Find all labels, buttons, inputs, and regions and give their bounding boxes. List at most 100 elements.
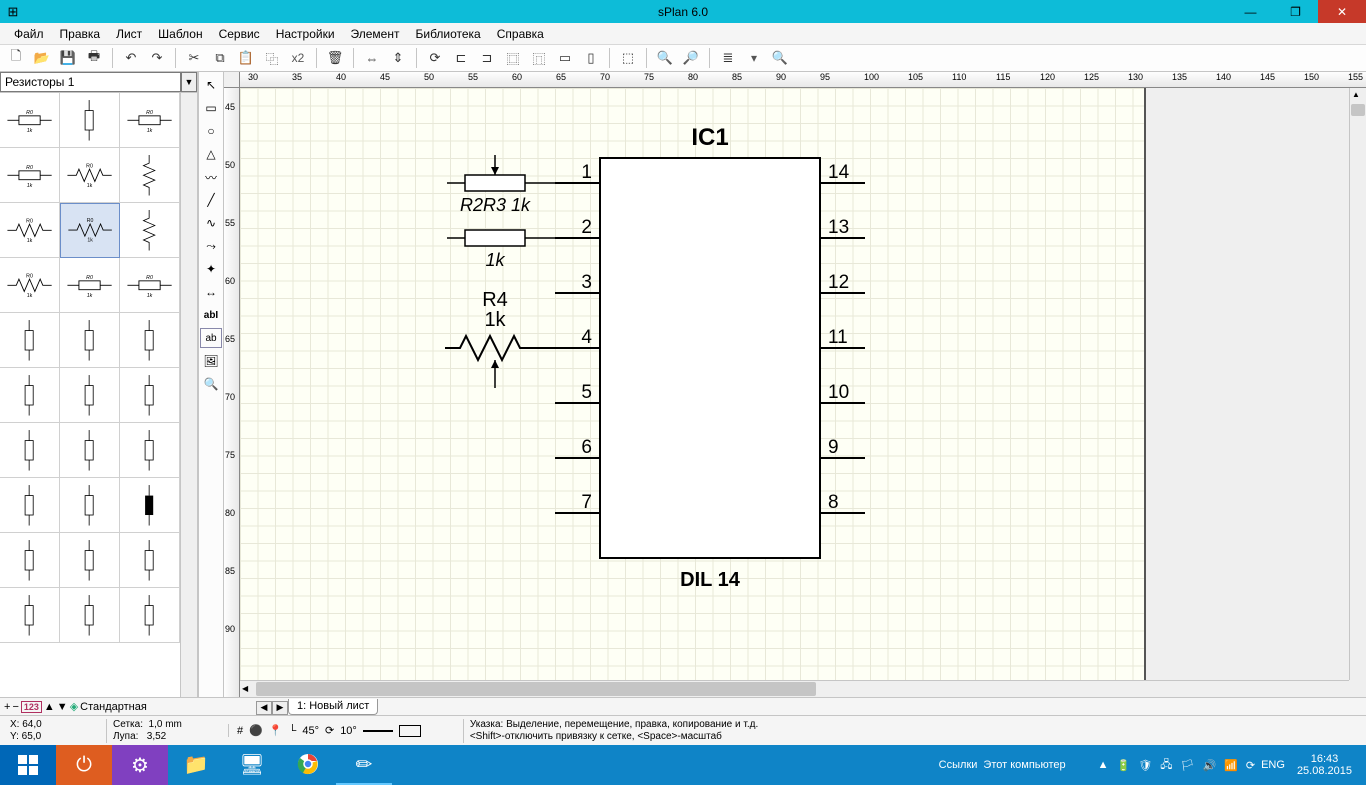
taskbar-chrome[interactable] — [280, 745, 336, 785]
print-icon[interactable]: 🖶 — [82, 47, 106, 69]
menu-settings[interactable]: Настройки — [268, 24, 343, 44]
text-tool-icon[interactable]: abI — [200, 305, 222, 325]
undo-icon[interactable]: ↶ — [119, 47, 143, 69]
taskbar-links[interactable]: Ссылки — [939, 759, 978, 771]
menu-sheet[interactable]: Лист — [108, 24, 150, 44]
new-icon[interactable]: 🗋 — [4, 47, 28, 69]
library-item[interactable] — [120, 533, 180, 588]
component-icon[interactable]: ⬚ — [616, 47, 640, 69]
line-tool-icon[interactable]: ╱ — [200, 190, 222, 210]
copy-icon[interactable]: ⧉ — [208, 47, 232, 69]
open-icon[interactable]: 📂 — [30, 47, 54, 69]
menu-library[interactable]: Библиотека — [407, 24, 488, 44]
menu-help[interactable]: Справка — [489, 24, 552, 44]
menu-service[interactable]: Сервис — [211, 24, 268, 44]
tray-battery-icon[interactable]: 🔋 — [1117, 759, 1131, 772]
canvas[interactable]: IC1DIL 141234567141312111098R2R3 1k1kR41… — [240, 88, 1366, 697]
library-item[interactable] — [120, 368, 180, 423]
spline-tool-icon[interactable]: ⤳ — [200, 236, 222, 256]
minimize-button[interactable]: — — [1228, 0, 1273, 23]
snap-pin-icon[interactable]: 📍 — [269, 724, 283, 737]
align-left-icon[interactable]: ⊏ — [449, 47, 473, 69]
taskbar-explorer[interactable]: 📁 — [168, 745, 224, 785]
redo-icon[interactable]: ↷ — [145, 47, 169, 69]
library-item[interactable]: R01k — [0, 148, 60, 203]
zoom-fit-icon[interactable]: 🔍 — [653, 47, 677, 69]
library-item[interactable]: R01k — [120, 258, 180, 313]
polygon-tool-icon[interactable]: △ — [200, 144, 222, 164]
list-icon[interactable]: ≣ — [716, 47, 740, 69]
library-item[interactable] — [120, 148, 180, 203]
library-item[interactable] — [60, 313, 120, 368]
library-item[interactable]: R01k — [60, 258, 120, 313]
find-icon[interactable]: 🔎 — [679, 47, 703, 69]
menu-edit[interactable]: Правка — [52, 24, 109, 44]
x2-label[interactable]: x2 — [286, 47, 310, 69]
library-item[interactable]: R01k — [60, 203, 120, 258]
library-dropdown-icon[interactable]: ▼ — [181, 72, 197, 92]
library-item[interactable] — [0, 478, 60, 533]
tray-sync-icon[interactable]: ⟳ — [1246, 759, 1255, 772]
pointer-tool-icon[interactable]: ↖ — [200, 75, 222, 95]
tab-prev-button[interactable]: ◀ — [256, 701, 272, 715]
library-item[interactable] — [120, 588, 180, 643]
front-icon[interactable]: ▭ — [553, 47, 577, 69]
tray-icon[interactable]: ▲ — [1098, 759, 1109, 771]
close-button[interactable]: ✕ — [1318, 0, 1366, 23]
rect-tool-icon[interactable]: ▭ — [200, 98, 222, 118]
lib-up-icon[interactable]: ▲ — [44, 701, 55, 713]
lib-down-icon[interactable]: ▼ — [57, 701, 68, 713]
taskbar-computer[interactable]: 🖥 — [224, 745, 280, 785]
lib-badge-icon[interactable]: 123 — [21, 701, 42, 713]
library-item[interactable] — [60, 93, 120, 148]
mirror-v-icon[interactable]: ⇕ — [386, 47, 410, 69]
canvas-scrollbar-v[interactable]: ▲ — [1349, 88, 1366, 680]
snap-connect-icon[interactable]: ⚫ — [249, 724, 263, 737]
library-item[interactable] — [60, 533, 120, 588]
group-icon[interactable]: ⿴ — [501, 47, 525, 69]
cut-icon[interactable]: ✂ — [182, 47, 206, 69]
menu-file[interactable]: Файл — [6, 24, 52, 44]
align-right-icon[interactable]: ⊐ — [475, 47, 499, 69]
lib-add-icon[interactable]: + — [4, 701, 10, 713]
magnify-tool-icon[interactable]: 🔍 — [200, 374, 222, 394]
tray-shield-icon[interactable]: 🛡 — [1138, 759, 1152, 772]
library-item[interactable] — [120, 313, 180, 368]
taskbar-splan[interactable]: ✏ — [336, 745, 392, 785]
menu-template[interactable]: Шаблон — [150, 24, 210, 44]
library-item[interactable] — [60, 478, 120, 533]
duplicate-icon[interactable]: ⿻ — [260, 47, 284, 69]
maximize-button[interactable]: ❐ — [1273, 0, 1318, 23]
start-button[interactable] — [0, 745, 56, 785]
library-item[interactable] — [0, 313, 60, 368]
library-item[interactable] — [120, 478, 180, 533]
tray-network-icon[interactable]: 🖧 — [1160, 756, 1172, 775]
snap-grid-icon[interactable]: # — [237, 725, 243, 737]
sheet-tab[interactable]: 1: Новый лист — [288, 699, 378, 715]
library-item[interactable] — [0, 423, 60, 478]
lib-book-icon[interactable]: ◈ — [70, 700, 78, 713]
circle-tool-icon[interactable]: ○ — [200, 121, 222, 141]
library-select[interactable]: Резисторы 1 — [0, 72, 181, 92]
library-item[interactable] — [60, 423, 120, 478]
library-item[interactable]: R01k — [0, 93, 60, 148]
taskbar-thispc[interactable]: Этот компьютер — [983, 759, 1065, 771]
library-item[interactable] — [120, 203, 180, 258]
library-item[interactable] — [60, 368, 120, 423]
magnifier-icon[interactable]: 🔍 — [768, 47, 792, 69]
back-icon[interactable]: ▯ — [579, 47, 603, 69]
taskbar-app-2[interactable]: ⚙ — [112, 745, 168, 785]
rotate-icon[interactable]: ⟳ — [423, 47, 447, 69]
tray-flag-icon[interactable]: 🏳 — [1181, 759, 1195, 772]
node-tool-icon[interactable]: ✦ — [200, 259, 222, 279]
library-item[interactable] — [0, 368, 60, 423]
taskbar-lang[interactable]: ENG — [1261, 759, 1285, 771]
library-item[interactable] — [0, 588, 60, 643]
library-scrollbar[interactable] — [180, 93, 197, 697]
bezier-tool-icon[interactable]: ∿ — [200, 213, 222, 233]
library-item[interactable] — [0, 533, 60, 588]
tray-volume-icon[interactable]: 🔊 — [1202, 759, 1216, 772]
ungroup-icon[interactable]: ⿵ — [527, 47, 551, 69]
taskbar-app-1[interactable]: ⏻ — [56, 745, 112, 785]
lib-remove-icon[interactable]: − — [12, 701, 18, 713]
